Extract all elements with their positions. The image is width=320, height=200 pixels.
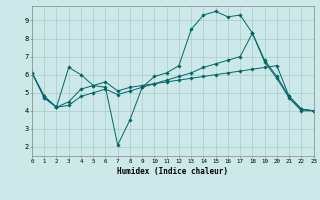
X-axis label: Humidex (Indice chaleur): Humidex (Indice chaleur) [117,167,228,176]
